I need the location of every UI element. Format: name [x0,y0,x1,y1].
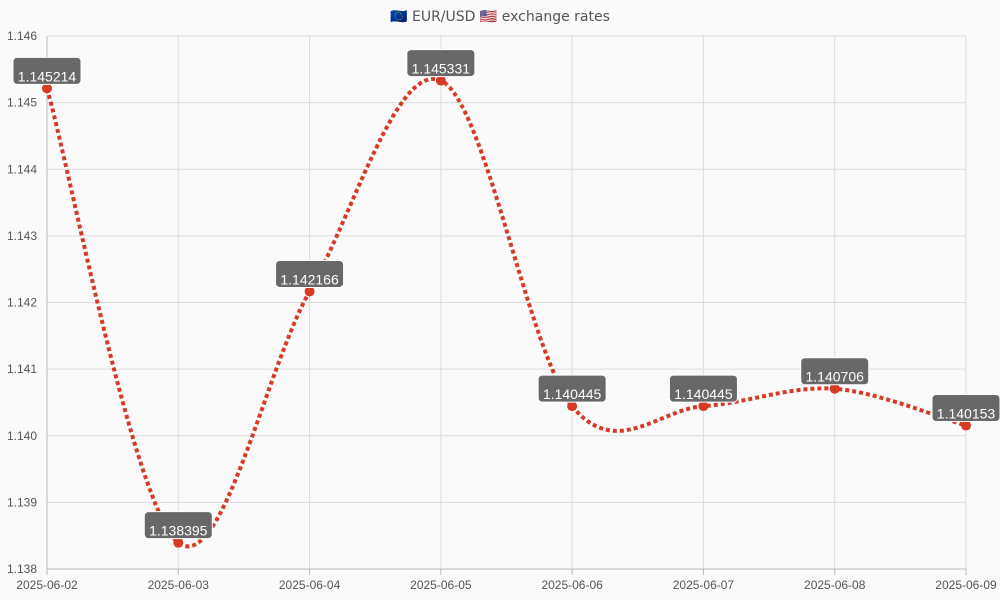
x-tick-label: 2025-06-03 [148,578,210,592]
y-tick-label: 1.141 [7,362,37,376]
y-tick-label: 1.142 [7,296,37,310]
x-tick-label: 2025-06-04 [279,578,341,592]
data-label-text: 1.140445 [543,386,602,402]
x-tick-label: 2025-06-02 [16,578,78,592]
data-point [961,420,971,431]
data-label-text: 1.140445 [674,386,733,402]
data-label-bg [275,259,345,288]
data-point [698,401,709,412]
data-point [435,75,446,86]
data-point [42,83,52,94]
y-tick-label: 1.143 [7,229,37,243]
chart-title: 🇪🇺 EUR/USD 🇺🇸 exchange rates [390,9,610,25]
data-label-text: 1.138395 [149,523,208,539]
grid [46,35,967,575]
data-label: 1.140153 [931,394,1000,423]
data-label: 1.140445 [537,374,607,403]
x-tick-label: 2025-06-06 [541,578,603,592]
data-label: 1.145331 [406,49,476,78]
data-label-text: 1.142166 [280,271,339,287]
y-tick-label: 1.140 [7,429,37,443]
data-label: 1.145214 [12,56,82,85]
series-line [45,76,967,549]
data-label-bg [931,394,1000,423]
data-label: 1.140445 [668,374,738,403]
x-tick-label: 2025-06-08 [804,578,866,592]
y-tick-label: 1.138 [7,562,37,576]
data-label-bg [12,56,82,85]
data-label-bg [143,511,213,540]
y-tick-label: 1.144 [7,162,37,176]
data-label-bg [668,374,738,403]
x-tick-label: 2025-06-09 [935,578,997,592]
data-point [304,286,315,297]
y-tick-label: 1.146 [7,29,37,43]
data-label-bg [406,49,476,78]
y-tick-label: 1.139 [7,495,37,509]
data-label-bg [800,357,870,386]
data-label-bg [537,374,607,403]
data-label-text: 1.145331 [412,61,471,77]
data-point [567,401,578,412]
data-label: 1.138395 [143,511,213,540]
data-label-text: 1.145214 [18,68,77,84]
y-tick-label: 1.145 [7,96,37,110]
data-point [829,383,840,394]
x-tick-label: 2025-06-07 [673,578,735,592]
data-label-text: 1.140706 [806,369,865,385]
data-label: 1.140706 [800,357,870,386]
x-tick-label: 2025-06-05 [410,578,472,592]
data-point [173,537,184,548]
data-label: 1.142166 [275,259,345,288]
data-label-text: 1.140153 [937,406,996,422]
